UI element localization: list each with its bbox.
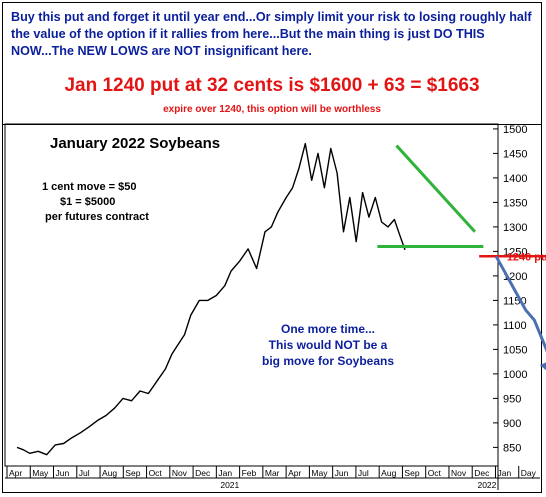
price-series-line (16, 142, 406, 456)
trade-headline: Jan 1240 put at 32 cents is $1600 + 63 =… (64, 75, 480, 96)
x-tick-label: Sep (125, 468, 140, 478)
expiry-note: expire over 1240, this option will be wo… (163, 104, 381, 115)
y-tick-label: 1050 (503, 344, 527, 356)
y-tick-label: 1450 (503, 148, 527, 160)
x-tick-label: Nov (172, 468, 188, 478)
x-tick-label: Dec (474, 468, 490, 478)
x-tick-label: Dec (195, 468, 211, 478)
annotation-line: This would NOT be a (269, 338, 388, 352)
x-tick-label: Jan (218, 468, 232, 478)
x-tick-label: Sep (404, 468, 419, 478)
x-tick-label: Mar (265, 468, 280, 478)
x-tick-label: Jan (497, 468, 511, 478)
x-tick-label: Aug (381, 468, 396, 478)
y-tick-label: 950 (503, 393, 521, 405)
x-tick-label: Jun (56, 468, 70, 478)
x-tick-label: May (32, 468, 49, 478)
x-tick-label: Aug (102, 468, 117, 478)
y-tick-label: 1300 (503, 222, 527, 234)
x-tick-label: Day (521, 468, 537, 478)
x-tick-label: Oct (428, 468, 442, 478)
y-tick-label: 1350 (503, 197, 527, 209)
y-tick-label: 900 (503, 418, 521, 430)
annotation-line: One more time... (281, 322, 375, 336)
year-label: 2021 (220, 480, 239, 490)
x-tick-label: Apr (288, 468, 301, 478)
x-tick-label: Nov (451, 468, 467, 478)
resistance-trendline (395, 144, 477, 233)
y-tick-label: 850 (503, 442, 521, 454)
x-tick-label: Apr (9, 468, 22, 478)
y-tick-label: 1500 (503, 124, 527, 136)
year-label: 2022 (477, 480, 496, 490)
x-tick-label: Jun (335, 468, 349, 478)
x-tick-label: Jul (79, 468, 90, 478)
contract-note: 1 cent move = $50 (42, 181, 136, 193)
contract-note: $1 = $5000 (60, 196, 115, 208)
y-tick-label: 1400 (503, 173, 527, 185)
chart-title: January 2022 Soybeans (50, 135, 220, 152)
header-commentary: Buy this put and forget it until year en… (11, 10, 532, 58)
x-tick-label: Jul (358, 468, 369, 478)
projection-arrow (494, 255, 546, 383)
x-tick-label: May (311, 468, 328, 478)
annotation-line: big move for Soybeans (262, 354, 394, 368)
y-tick-label: 1100 (503, 320, 527, 332)
contract-note: per futures contract (45, 211, 149, 223)
strike-label: 1240 put (507, 251, 546, 263)
x-tick-label: Oct (149, 468, 163, 478)
x-tick-label: Feb (242, 468, 257, 478)
y-tick-label: 1000 (503, 369, 527, 381)
